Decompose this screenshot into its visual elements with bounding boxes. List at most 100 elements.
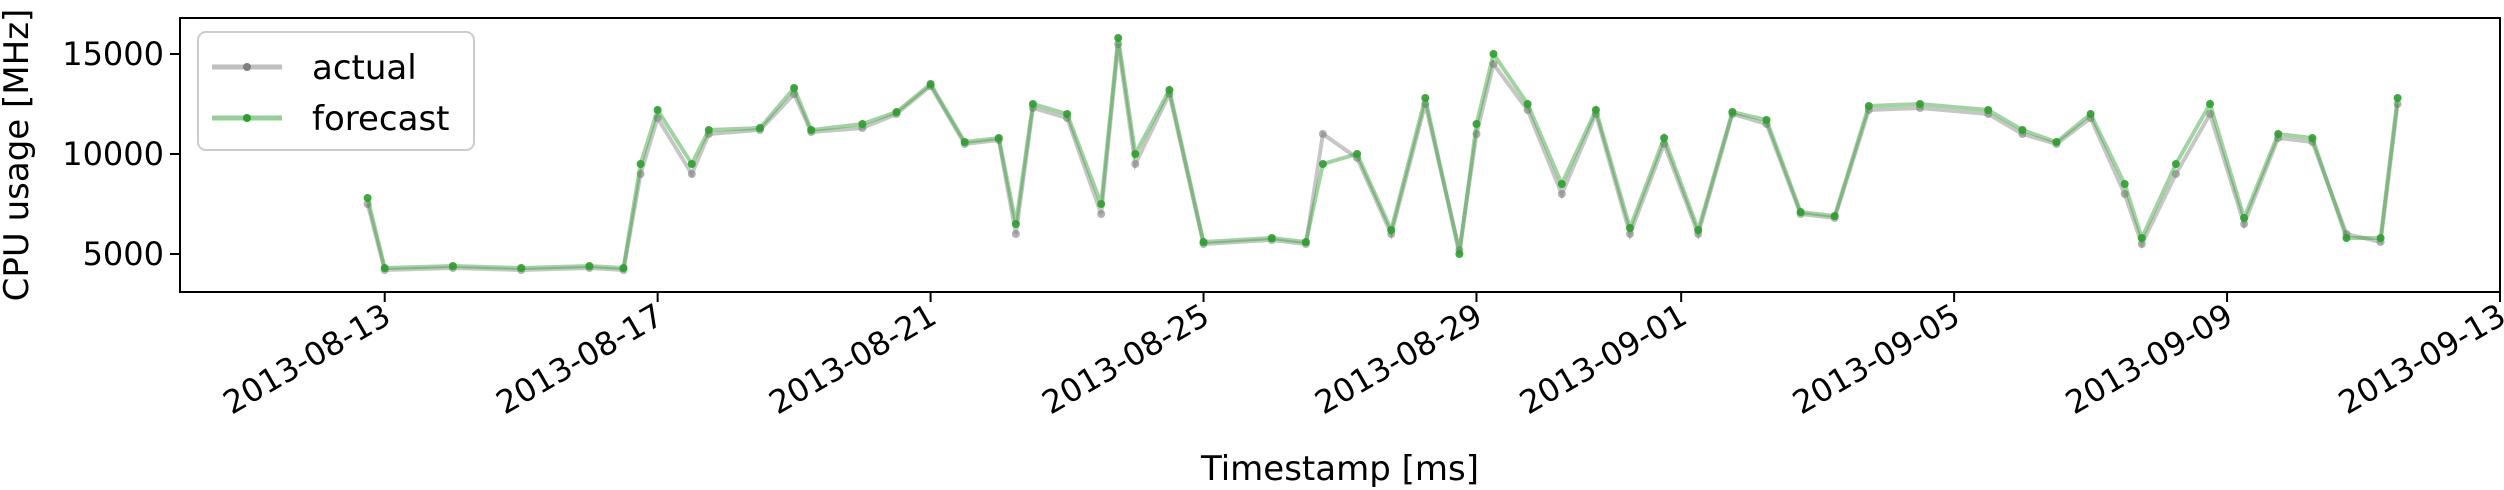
data-point-forecast — [1097, 200, 1106, 208]
x-tick-label: 2013-09-01 — [1513, 296, 1693, 422]
series-line-actual — [365, 43, 2400, 273]
x-tick-label: 2013-08-25 — [1035, 296, 1215, 422]
data-point-actual — [790, 90, 799, 98]
data-point-actual — [1523, 106, 1532, 114]
data-point-actual — [1131, 160, 1140, 168]
data-point-actual — [2137, 240, 2146, 248]
data-point-forecast — [2376, 234, 2385, 242]
data-point-forecast — [1728, 108, 1737, 116]
data-point-forecast — [858, 120, 867, 128]
data-point-forecast — [2086, 110, 2095, 118]
series-line-forecast — [365, 37, 2400, 271]
data-point-forecast — [1421, 94, 1430, 102]
data-point-forecast — [1694, 226, 1703, 234]
data-point-forecast — [1489, 50, 1498, 58]
data-point-forecast — [926, 80, 935, 88]
data-point-forecast — [1301, 238, 1310, 246]
x-tick-label: 2013-08-17 — [490, 296, 670, 422]
series-actual — [363, 40, 2402, 274]
data-point-forecast — [1984, 106, 1993, 114]
data-point-forecast — [2120, 180, 2129, 188]
data-point-forecast — [1762, 116, 1771, 124]
x-tick-label: 2013-08-13 — [217, 296, 397, 422]
data-point-forecast — [1626, 224, 1634, 232]
data-point-forecast — [380, 264, 389, 272]
data-point-forecast — [1165, 86, 1174, 94]
data-point-actual — [1489, 60, 1498, 68]
data-point-forecast — [790, 84, 799, 92]
data-point-forecast — [1028, 100, 1037, 108]
y-tick-label: 15000 — [62, 35, 164, 73]
data-point-forecast — [2240, 214, 2249, 222]
data-point-actual — [2240, 220, 2249, 228]
y-tick-label: 10000 — [62, 135, 164, 173]
data-point-actual — [1626, 230, 1634, 238]
data-point-forecast — [892, 108, 901, 116]
data-point-actual — [363, 200, 372, 208]
data-point-forecast — [2018, 126, 2027, 134]
series-forecast — [363, 34, 2402, 272]
data-point-forecast — [1387, 226, 1396, 234]
data-point-forecast — [1523, 100, 1532, 108]
data-point-forecast — [1011, 220, 1020, 228]
data-point-forecast — [807, 126, 816, 134]
data-point-forecast — [1472, 120, 1481, 128]
data-point-forecast — [1455, 250, 1464, 258]
data-point-forecast — [1063, 110, 1072, 118]
data-point-actual — [1421, 100, 1430, 108]
data-point-forecast — [756, 124, 764, 132]
data-point-forecast — [2171, 160, 2180, 168]
data-point-actual — [636, 170, 645, 178]
data-point-forecast — [517, 264, 526, 272]
series-layer — [363, 34, 2402, 274]
x-axis-label: Timestamp [ms] — [1200, 449, 1479, 489]
y-tick-label: 5000 — [83, 235, 164, 273]
legend-marker-actual — [243, 63, 251, 71]
data-point-forecast — [636, 160, 645, 168]
data-point-forecast — [1199, 238, 1208, 246]
data-point-forecast — [1830, 212, 1839, 220]
data-point-actual — [2393, 100, 2402, 108]
data-point-actual — [1660, 140, 1669, 148]
data-point-forecast — [1796, 208, 1805, 216]
legend-label-actual: actual — [312, 48, 417, 88]
plot-frame — [179, 17, 2501, 293]
y-axis-label: CPU usage [MHz] — [0, 9, 37, 302]
data-point-forecast — [1591, 106, 1600, 114]
x-tick-label: 2013-08-21 — [763, 296, 943, 422]
data-point-forecast — [2308, 134, 2317, 142]
data-point-forecast — [2274, 130, 2283, 138]
legend-marker-forecast — [243, 114, 251, 122]
data-point-actual — [1097, 210, 1106, 218]
y-axis: 5000 10000 15000 — [62, 35, 180, 273]
data-point-actual — [1114, 40, 1123, 48]
data-point-forecast — [1267, 234, 1276, 242]
data-point-forecast — [2052, 138, 2061, 146]
data-point-forecast — [2342, 234, 2351, 242]
data-point-forecast — [1131, 150, 1140, 158]
data-point-actual — [1557, 190, 1566, 198]
data-point-forecast — [1864, 102, 1873, 110]
data-point-forecast — [585, 262, 594, 270]
data-point-actual — [1011, 230, 1020, 238]
data-point-forecast — [2393, 94, 2402, 102]
data-point-actual — [653, 114, 662, 122]
data-point-actual — [2171, 170, 2180, 178]
data-point-forecast — [1557, 180, 1566, 188]
x-tick-label: 2013-08-29 — [1308, 296, 1488, 422]
data-point-forecast — [687, 160, 696, 168]
data-point-forecast — [994, 134, 1003, 142]
legend: actual forecast — [197, 31, 475, 151]
data-point-forecast — [704, 126, 713, 134]
data-point-forecast — [363, 194, 372, 202]
data-point-actual — [1472, 130, 1481, 138]
x-tick-label: 2013-09-09 — [2059, 296, 2239, 422]
x-tick-label: 2013-09-13 — [2332, 296, 2504, 422]
data-point-forecast — [1660, 134, 1669, 142]
data-point-forecast — [960, 138, 969, 146]
data-point-forecast — [2206, 100, 2214, 108]
data-point-forecast — [1353, 150, 1362, 158]
data-point-forecast — [619, 264, 628, 272]
data-point-forecast — [1114, 34, 1123, 42]
data-point-forecast — [448, 262, 457, 270]
